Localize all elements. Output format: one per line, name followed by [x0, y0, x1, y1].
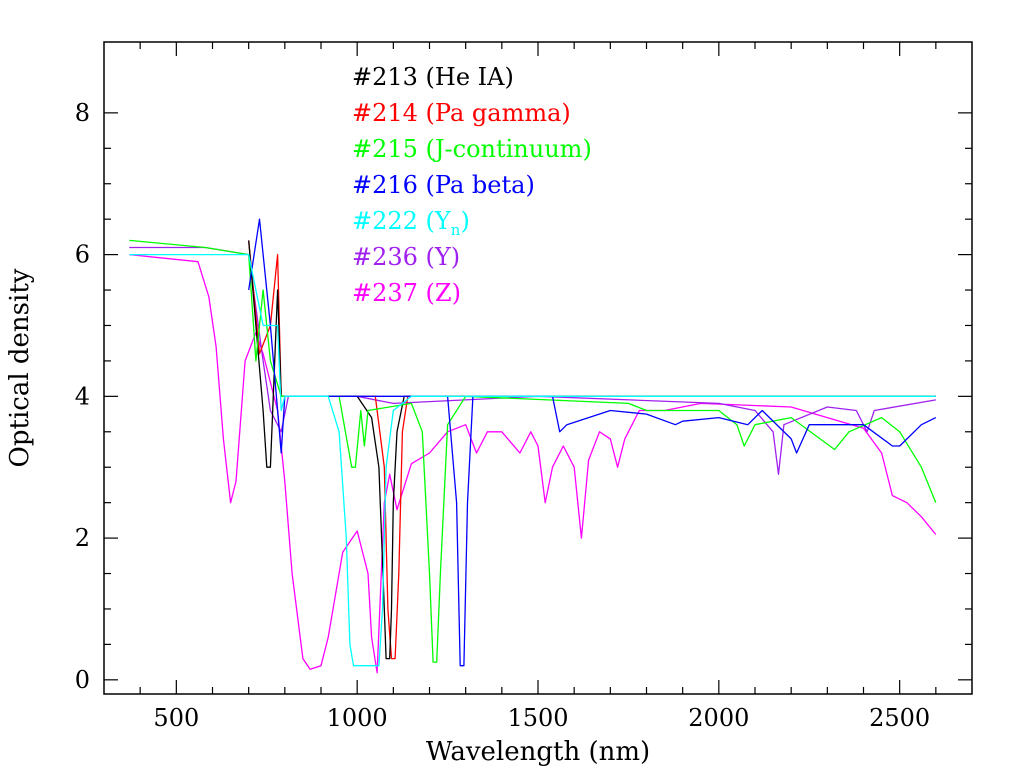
series-line-236 [129, 246, 936, 475]
series-line-214 [248, 240, 936, 660]
y-tick-label: 2 [75, 524, 90, 552]
legend-entry: #222 (Yn) [352, 207, 470, 239]
series-line-216 [248, 218, 937, 667]
series-line-222 [129, 253, 936, 667]
legend-entry: #236 (Y) [352, 243, 460, 271]
x-tick-label: 2500 [869, 704, 930, 732]
x-tick-label: 500 [153, 704, 199, 732]
y-tick-label: 0 [75, 666, 90, 694]
y-tick-label: 6 [75, 241, 90, 269]
legend-entry: #215 (J-continuum) [352, 135, 592, 163]
x-tick-label: 1000 [327, 704, 388, 732]
x-axis-label: Wavelength (nm) [426, 737, 650, 767]
legend-entry: #214 (Pa gamma) [352, 99, 571, 127]
y-tick-label: 8 [75, 99, 90, 127]
axis-ticks [104, 42, 972, 694]
series-line-237 [129, 253, 937, 674]
x-tick-label: 1500 [507, 704, 568, 732]
legend-entry: #213 (He IA) [352, 63, 514, 91]
tick-labels: 500 1000 1500 2000 2500 0 2 4 6 8 [75, 99, 930, 732]
legend: #213 (He IA) #214 (Pa gamma) #215 (J-conti… [352, 63, 592, 307]
y-tick-label: 4 [75, 382, 90, 410]
legend-entry: #237 (Z) [352, 279, 461, 307]
series-layer [129, 218, 937, 674]
x-tick-label: 2000 [688, 704, 749, 732]
legend-entry: #216 (Pa beta) [352, 171, 535, 199]
y-axis-label: Optical density [5, 268, 35, 467]
series-line-213 [248, 240, 936, 660]
series-line-215 [129, 239, 937, 663]
